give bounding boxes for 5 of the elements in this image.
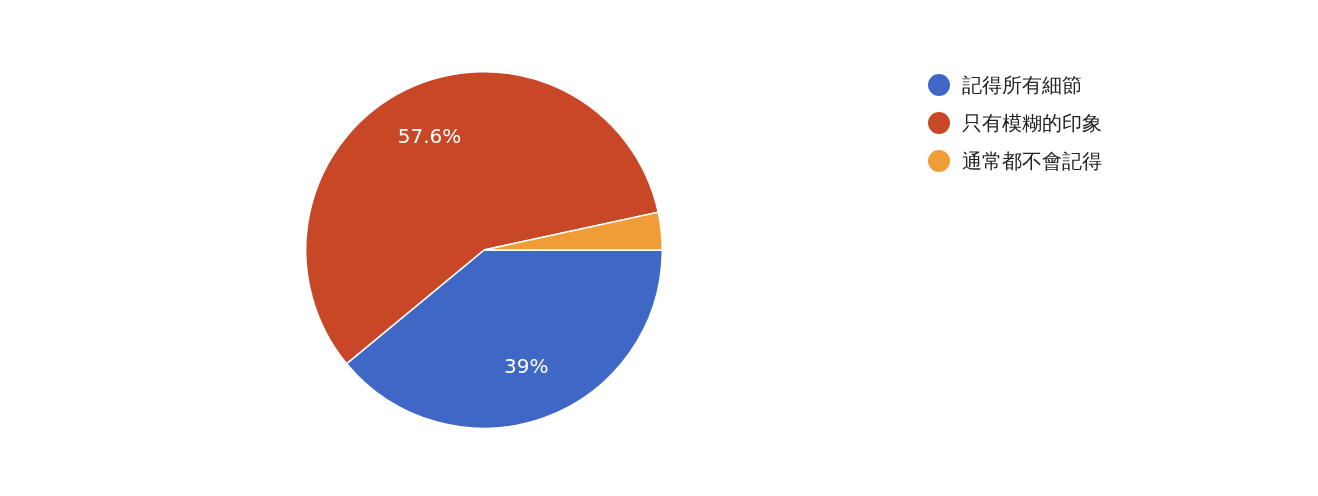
legend-label: 通常都不會記得 xyxy=(962,147,1102,175)
data-label: 39% xyxy=(504,353,549,378)
legend-label: 記得所有細節 xyxy=(962,71,1082,99)
data-label: 57.6% xyxy=(397,123,462,148)
legend-label: 只有模糊的印象 xyxy=(962,109,1102,137)
